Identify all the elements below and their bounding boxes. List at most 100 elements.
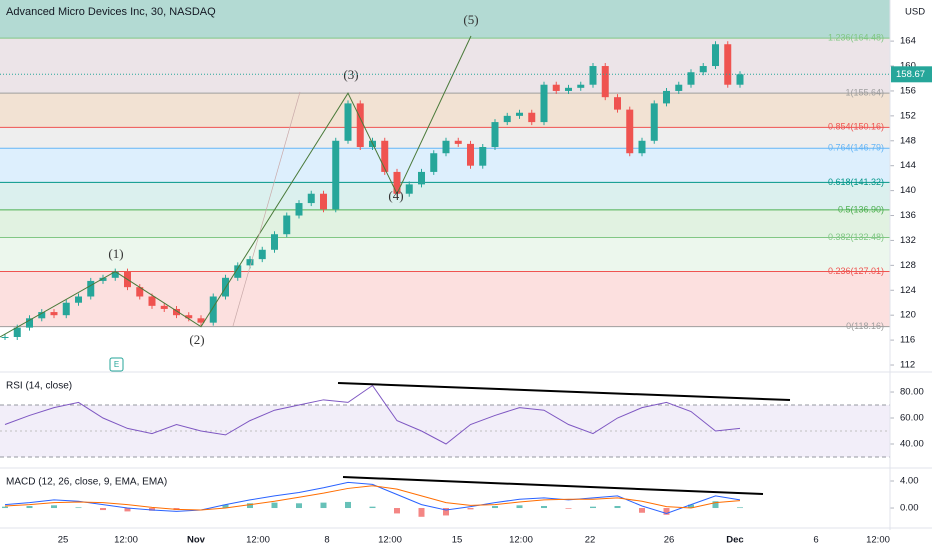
time-label: Dec	[726, 535, 743, 546]
candle	[393, 171, 401, 194]
fib-label: 0.382(132.48)	[828, 232, 884, 242]
candle	[271, 234, 278, 250]
time-label: 12:00	[509, 535, 533, 546]
fib-band	[0, 182, 890, 210]
macd-title: MACD (12, 26, close, 9, EMA, EMA)	[6, 477, 167, 488]
candle	[356, 103, 364, 148]
candle	[320, 193, 327, 210]
macd-histogram-bar	[712, 501, 719, 509]
y-tick-label: 140	[900, 185, 916, 196]
y-tick-label: 60.00	[900, 413, 924, 424]
candle	[295, 203, 303, 216]
macd-histogram-bar	[467, 508, 474, 510]
candle	[552, 84, 560, 91]
candle	[589, 66, 597, 85]
candle	[724, 44, 732, 85]
fib-label: 0.5(136.90)	[838, 204, 884, 214]
y-tick-label: 148	[900, 135, 916, 146]
candle	[26, 318, 33, 328]
candle	[528, 112, 536, 123]
macd-histogram-bar	[100, 508, 106, 511]
candle	[516, 112, 523, 116]
time-label: Nov	[187, 535, 206, 546]
macd-histogram-bar	[541, 505, 547, 509]
macd-trendline	[342, 476, 764, 495]
candle	[283, 215, 291, 235]
candle	[258, 249, 266, 260]
y-tick-label: 80.00	[900, 387, 924, 398]
fib-label: 0(118.16)	[846, 321, 884, 331]
last-price: 158.67	[896, 69, 925, 80]
rsi-title: RSI (14, close)	[6, 381, 72, 392]
candle	[491, 122, 499, 148]
candle	[405, 184, 413, 194]
fib-band	[0, 271, 890, 327]
fib-label: 0.236(127.01)	[828, 266, 884, 276]
candle	[577, 84, 585, 88]
time-label: 12:00	[378, 535, 402, 546]
candle	[99, 277, 107, 281]
y-tick-label: 124	[900, 285, 916, 296]
candle	[614, 97, 621, 110]
candle	[601, 66, 609, 98]
y-tick-label: 160	[900, 61, 916, 72]
wave-label: (5)	[463, 12, 478, 27]
candle	[1, 336, 9, 338]
candle	[650, 103, 658, 141]
macd-histogram-bar	[394, 508, 400, 514]
candle	[75, 296, 82, 303]
fib-band	[0, 209, 890, 238]
candle	[503, 115, 511, 123]
macd-histogram-bar	[247, 503, 253, 509]
time-label: 22	[585, 535, 596, 546]
fib-band	[0, 0, 890, 39]
y-tick-label: 0.00	[900, 503, 919, 514]
fib-band	[0, 38, 890, 94]
candle	[246, 259, 254, 266]
macd-histogram-bar	[369, 506, 376, 509]
fib-band	[0, 237, 890, 272]
y-tick-label: 152	[900, 110, 916, 121]
candle	[565, 87, 572, 91]
y-tick-label: 116	[900, 335, 915, 346]
macd-histogram-bar	[75, 507, 82, 509]
candle	[675, 84, 683, 91]
candle	[209, 296, 217, 323]
y-tick-label: 132	[900, 235, 916, 246]
currency: USD	[905, 7, 925, 18]
earnings-badge	[109, 357, 124, 372]
y-tick-label: 156	[900, 85, 916, 96]
y-tick-label: 40.00	[900, 439, 924, 450]
macd-histogram-bar	[639, 508, 645, 513]
fib-band	[0, 93, 890, 128]
fib-label: 0.854(150.16)	[828, 122, 884, 132]
macd-histogram-bar	[26, 505, 33, 509]
macd-histogram-bar	[124, 508, 131, 512]
candle	[687, 72, 695, 85]
candle	[307, 193, 315, 204]
candle	[87, 280, 95, 297]
time-label: 12:00	[246, 535, 270, 546]
macd-line	[4, 481, 741, 514]
y-tick-label: 112	[900, 360, 915, 371]
macd-histogram-bar	[2, 506, 8, 509]
candle	[736, 74, 744, 85]
macd-histogram-bar	[418, 508, 425, 517]
y-tick-label: 136	[900, 210, 916, 221]
candle	[638, 140, 646, 154]
macd-histogram-bar	[688, 504, 694, 509]
macd-histogram-bar	[492, 505, 498, 509]
candle	[148, 296, 156, 306]
candle	[467, 143, 474, 166]
y-tick-label: 144	[900, 160, 916, 171]
signal-line	[4, 485, 741, 511]
candle	[626, 109, 634, 154]
last-price-box	[891, 66, 932, 83]
fib-label: 1.236(164.48)	[828, 32, 884, 42]
fib-label: 0.618(141.32)	[828, 177, 884, 187]
candle	[38, 312, 46, 319]
macd-histogram-bar	[590, 506, 596, 509]
wave-line	[0, 35, 472, 338]
macd-histogram-bar	[320, 502, 327, 509]
